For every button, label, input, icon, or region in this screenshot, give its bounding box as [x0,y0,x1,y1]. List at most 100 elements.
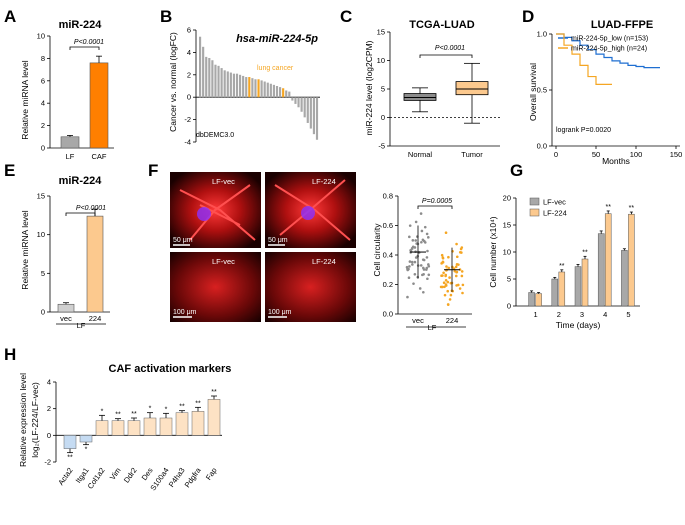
panel-g-y-tick-label: 15 [503,221,511,230]
panel-d-ylabel: Overall survival [528,63,538,121]
panel-h-y-tick-label: 4 [47,378,51,387]
panel-a-y-tick-label: 4 [41,99,45,108]
panel-a-pvalue: P<0.0001 [74,39,104,46]
data-point [449,281,453,285]
data-point [425,232,429,236]
panel-e-group: LF [77,321,86,330]
bar [86,215,104,313]
panel-label-e: E [4,161,15,180]
panel-g-y-tick-label: 0 [507,302,511,311]
bar [285,90,288,98]
panel-d-stat: logrank P=0.0020 [556,127,611,134]
bar [535,293,542,307]
bar [621,250,628,307]
x-tick-label: LF [66,152,75,161]
image-label-4: LF-224 [312,257,336,266]
panel-b-y-tick-label: 4 [187,48,191,57]
bar [251,78,254,98]
panel-b-y-tick-label: 0 [187,93,191,102]
bar [202,46,205,98]
significance-marker: * [101,408,104,415]
bar [282,88,285,98]
data-point [414,256,418,259]
data-point [441,256,445,260]
significance-marker: * [165,406,168,413]
data-point [414,239,417,242]
bar [217,65,220,98]
bar [57,303,75,313]
box [403,93,437,101]
panel-f-y-tick-label: 0.6 [383,221,393,230]
panel-a-y-tick-label: 10 [37,32,45,41]
bar [581,258,589,307]
bar [604,213,612,307]
panel-d-title: LUAD-FFPE [591,19,653,31]
panel-g-y-tick-label: 5 [507,275,511,284]
scalebar-label-3: 100 μm [173,309,197,316]
data-point [455,242,458,246]
bar [207,399,221,436]
data-point [446,280,450,284]
panel-g-xlabel: Time (days) [556,320,601,330]
bar [175,412,189,436]
significance-bracket [69,46,100,50]
data-point [445,265,448,268]
panel-h-ylabel-2: log₂(LF-224/LF-vec) [30,382,40,458]
x-tick-label: 150 [670,150,683,159]
bar [303,97,306,118]
image-lf-vec-100 [170,252,261,322]
x-tick-label: vec [60,314,72,323]
survival-line [556,33,660,69]
panel-e-y-tick-label: 5 [41,269,45,278]
significance-bracket [65,212,96,216]
bar [95,420,109,436]
legend-label: miR-224-5p_low (n=153) [571,36,648,43]
panel-label-a: A [4,7,16,26]
bar [248,77,251,98]
data-point [408,265,411,268]
data-point [458,250,462,254]
data-point [454,265,458,269]
significance-marker: ** [179,404,185,411]
x-tick-label: 0 [554,150,558,159]
panel-e-ylabel: Relative miRNA level [20,210,30,289]
bar [235,73,239,98]
data-point [414,220,418,224]
panel-label-h: H [4,345,16,364]
bar [558,271,566,307]
x-tick-label: Des [140,466,155,482]
bar [306,97,309,123]
data-point [440,274,443,278]
panel-b-y-tick-label: -4 [184,138,191,147]
significance-bracket [419,54,473,58]
bar [300,97,303,112]
panel-label-f: F [148,161,158,180]
bar [232,73,235,98]
panel-d-xlabel: Months [602,156,630,166]
bar [551,278,559,307]
data-point [443,293,447,297]
image-label-3: LF-vec [212,257,235,266]
panel-b-ylabel: Cancer vs. normal (logFC) [168,32,178,132]
image-label-2: LF-224 [312,177,336,186]
panel-c-y-tick-label: 15 [377,28,385,37]
bar [312,97,315,135]
bar [275,86,279,98]
panel-d-y-tick-label: 0.0 [537,142,547,151]
x-tick-label: 3 [580,310,584,319]
panel-b-y-tick-label: 6 [187,26,191,35]
significance-marker: * [85,447,88,454]
legend-label: LF-vec [543,198,566,207]
data-point [425,256,429,259]
data-point [444,278,448,282]
x-tick-label: 224 [446,316,459,325]
significance-marker: ** [582,249,588,256]
bar [297,97,300,108]
panel-e-y-tick-label: 15 [37,192,45,201]
scalebar-label-1: 50 μm [173,237,193,244]
data-point [456,283,460,287]
data-point [419,212,423,215]
panel-d-y-tick-label: 1.0 [537,30,547,39]
data-point [413,246,417,249]
